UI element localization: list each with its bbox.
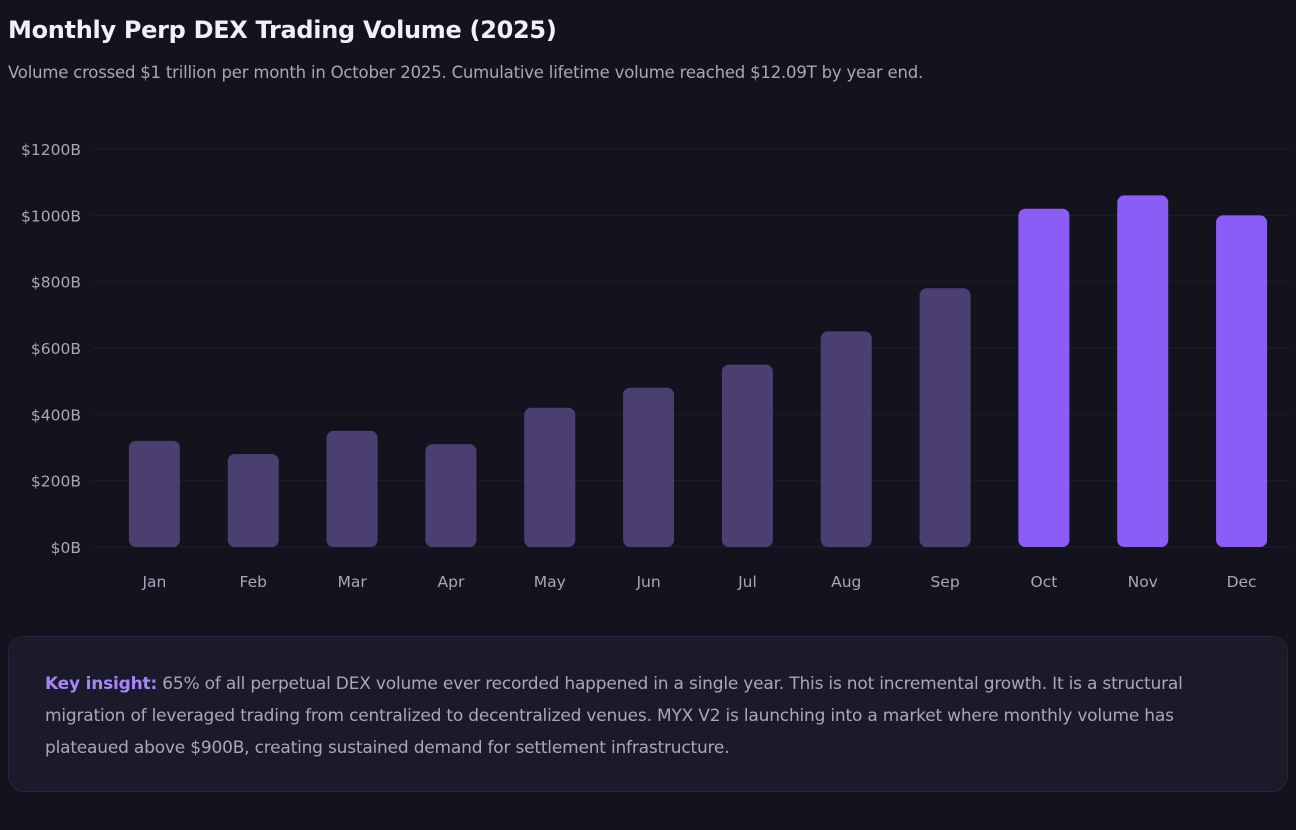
x-tick-label: Oct xyxy=(1031,573,1058,591)
bar-sep xyxy=(919,288,971,547)
x-tick-label: Apr xyxy=(438,573,465,591)
key-insight-text: 65% of all perpetual DEX volume ever rec… xyxy=(45,674,1183,758)
y-tick-label: $800B xyxy=(31,274,81,292)
key-insight-label: Key insight: xyxy=(45,674,158,694)
chart-title: Monthly Perp DEX Trading Volume (2025) xyxy=(8,16,557,44)
key-insight-box: Key insight: 65% of all perpetual DEX vo… xyxy=(8,636,1288,792)
y-tick-label: $1000B xyxy=(21,207,81,225)
x-tick-label: Aug xyxy=(831,573,861,591)
bar-chart: $0B $200B $400B $600B $800B $1000B $1200B Jan Fe… xyxy=(21,141,1290,591)
y-tick-label: $200B xyxy=(31,473,81,491)
x-tick-label: Mar xyxy=(337,573,367,591)
x-tick-label: Jan xyxy=(141,573,166,591)
x-tick-label: May xyxy=(534,573,566,591)
x-tick-label: Jun xyxy=(635,573,660,591)
bar-dec xyxy=(1216,215,1268,548)
x-tick-label: Nov xyxy=(1128,573,1158,591)
bar-jan xyxy=(128,440,180,547)
bar-mar xyxy=(326,430,378,547)
bar-feb xyxy=(227,454,279,547)
y-tick-label: $0B xyxy=(51,539,81,557)
bar-jul xyxy=(721,364,773,547)
y-tick-label: $600B xyxy=(31,340,81,358)
bar-aug xyxy=(820,331,872,547)
y-tick-label: $400B xyxy=(31,406,81,424)
bar-apr xyxy=(425,444,477,547)
chart-subtitle: Volume crossed $1 trillion per month in … xyxy=(8,63,924,82)
bar-jun xyxy=(623,387,675,547)
x-tick-label: Jul xyxy=(737,573,757,591)
bar-may xyxy=(524,407,576,547)
x-tick-label: Feb xyxy=(240,573,267,591)
bar-oct xyxy=(1018,208,1070,547)
bar-nov xyxy=(1117,195,1169,547)
y-tick-label: $1200B xyxy=(21,141,81,159)
x-tick-label: Sep xyxy=(930,573,959,591)
x-tick-label: Dec xyxy=(1227,573,1257,591)
